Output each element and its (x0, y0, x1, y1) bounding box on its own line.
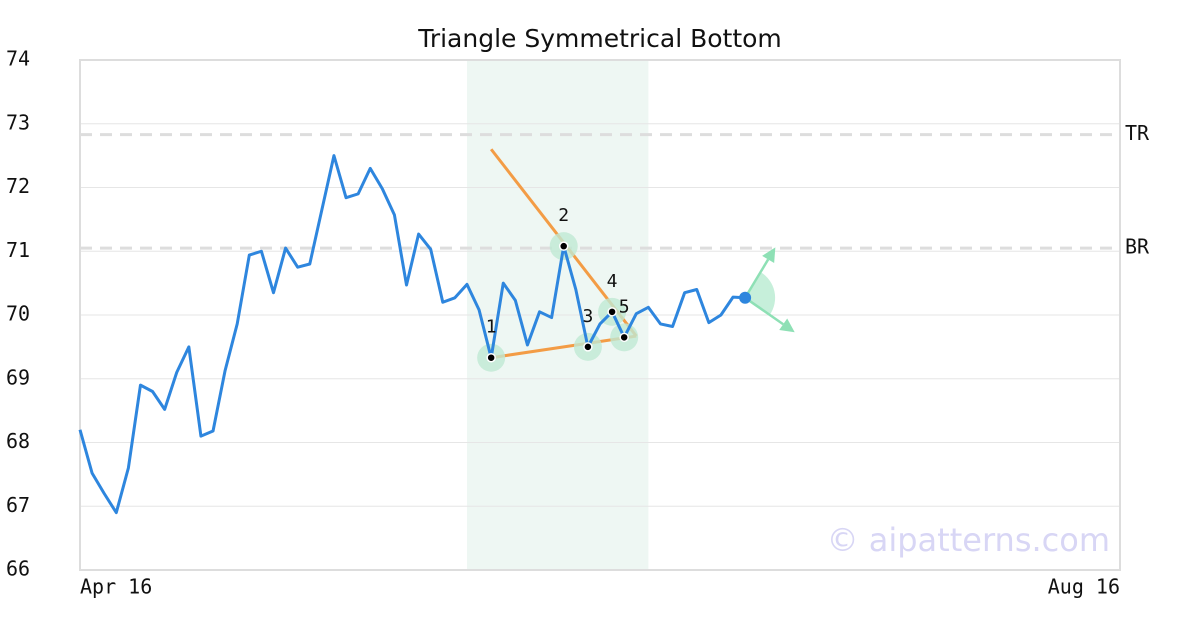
y-tick-label: 71 (6, 238, 30, 262)
arrow-head (779, 318, 795, 333)
y-tick-label: 69 (6, 365, 30, 389)
pattern-point (486, 352, 496, 363)
point-label: 1 (486, 317, 497, 338)
pattern-point (619, 332, 629, 343)
x-tick-label: Apr 16 (80, 575, 152, 599)
projection-wedge (745, 272, 776, 315)
point-label: 5 (619, 296, 630, 317)
projection-arrow (744, 296, 784, 326)
point-label: 4 (607, 271, 618, 292)
y-tick-label: 67 (6, 493, 30, 517)
y-tick-label: 73 (6, 110, 30, 134)
y-tick-label: 70 (6, 302, 30, 326)
price-line (78, 154, 746, 515)
point-label: 2 (558, 205, 569, 226)
y-tick-label: 74 (6, 47, 30, 71)
y-tick-label: 68 (6, 429, 30, 453)
pattern-point (583, 342, 593, 352)
y-tick-label: 66 (6, 557, 30, 581)
watermark: © aipatterns.com (827, 521, 1110, 559)
level-label: TR (1125, 121, 1150, 145)
level-label: BR (1125, 235, 1150, 259)
projection-arrow (744, 258, 770, 299)
x-tick-label: Aug 16 (1048, 575, 1120, 599)
chart-title: Triangle Symmetrical Bottom (417, 24, 782, 53)
pattern-point (558, 241, 569, 251)
arrow-head (762, 247, 776, 264)
y-tick-label: 72 (6, 174, 30, 198)
pattern-point (607, 307, 617, 317)
last-point (739, 291, 752, 304)
plot-frame (79, 59, 1121, 571)
point-label: 3 (582, 306, 593, 327)
